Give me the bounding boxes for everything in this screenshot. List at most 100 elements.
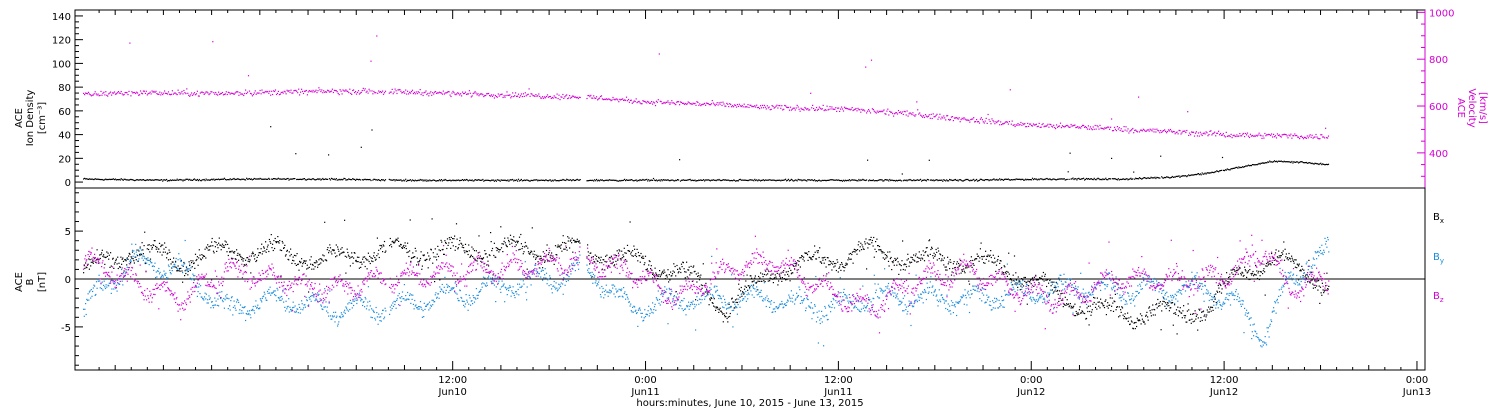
data-point bbox=[1074, 124, 1076, 126]
data-point bbox=[1202, 310, 1205, 312]
data-point bbox=[479, 93, 481, 95]
data-point bbox=[544, 180, 546, 182]
data-point bbox=[1117, 178, 1119, 180]
data-point bbox=[1023, 124, 1025, 126]
data-point bbox=[286, 89, 288, 91]
data-point bbox=[884, 258, 886, 260]
data-point bbox=[1263, 137, 1265, 139]
data-point bbox=[764, 281, 766, 283]
data-point bbox=[157, 179, 159, 181]
data-point bbox=[1192, 131, 1195, 133]
data-point bbox=[620, 99, 622, 101]
data-point bbox=[979, 178, 981, 180]
data-point bbox=[854, 179, 856, 181]
data-point bbox=[95, 93, 97, 95]
data-point bbox=[630, 99, 632, 101]
data-point bbox=[315, 179, 317, 181]
data-point bbox=[254, 90, 256, 92]
data-point bbox=[191, 92, 193, 94]
data-point bbox=[540, 97, 542, 99]
data-point bbox=[103, 254, 105, 256]
data-point bbox=[344, 178, 346, 180]
data-point bbox=[1101, 302, 1103, 304]
data-point bbox=[1084, 178, 1087, 180]
data-point bbox=[1141, 315, 1143, 317]
data-point bbox=[1187, 175, 1189, 177]
data-point bbox=[172, 93, 174, 95]
data-point bbox=[199, 254, 201, 256]
data-point bbox=[518, 249, 520, 251]
data-point bbox=[447, 91, 449, 93]
data-point bbox=[748, 285, 750, 287]
data-point bbox=[1237, 135, 1239, 137]
data-point bbox=[369, 255, 371, 257]
data-point bbox=[1117, 283, 1119, 285]
data-point bbox=[1050, 285, 1052, 287]
data-point bbox=[313, 178, 315, 180]
data-point bbox=[994, 123, 996, 125]
data-point bbox=[596, 255, 598, 257]
data-point bbox=[370, 179, 372, 182]
data-point bbox=[167, 259, 170, 261]
data-point bbox=[1191, 174, 1193, 176]
data-point bbox=[394, 240, 396, 242]
data-point bbox=[1251, 134, 1253, 137]
data-point bbox=[733, 179, 735, 181]
data-point bbox=[1071, 125, 1073, 127]
data-point bbox=[165, 92, 167, 94]
data-point bbox=[1100, 178, 1102, 180]
data-point bbox=[289, 178, 291, 180]
data-point bbox=[376, 35, 378, 37]
data-point bbox=[574, 241, 576, 243]
data-point bbox=[1145, 177, 1147, 180]
data-point bbox=[826, 273, 828, 275]
data-point bbox=[435, 91, 437, 93]
data-point bbox=[83, 92, 85, 94]
data-point bbox=[695, 104, 697, 106]
data-point bbox=[737, 294, 739, 296]
data-point bbox=[463, 250, 465, 252]
data-point bbox=[745, 106, 747, 108]
data-point bbox=[343, 90, 345, 92]
data-point bbox=[761, 273, 764, 275]
data-point bbox=[1098, 301, 1100, 303]
data-point bbox=[223, 244, 225, 247]
data-point bbox=[513, 96, 515, 98]
data-point bbox=[682, 262, 684, 264]
data-point bbox=[869, 112, 872, 114]
data-point bbox=[637, 179, 639, 181]
data-point bbox=[693, 271, 695, 273]
data-point bbox=[501, 243, 503, 245]
data-point bbox=[1210, 130, 1212, 132]
data-point bbox=[558, 180, 560, 182]
data-point bbox=[924, 251, 926, 254]
data-point bbox=[137, 255, 139, 257]
data-point bbox=[786, 106, 788, 108]
data-point bbox=[543, 179, 545, 181]
data-point bbox=[254, 254, 256, 256]
data-point bbox=[814, 179, 816, 181]
data-point bbox=[803, 179, 805, 181]
data-point bbox=[891, 111, 893, 113]
data-point bbox=[397, 237, 399, 239]
data-point bbox=[625, 96, 628, 98]
data-point bbox=[341, 93, 343, 95]
data-point bbox=[293, 178, 295, 180]
data-point bbox=[116, 263, 118, 265]
data-point bbox=[1304, 276, 1306, 278]
data-point bbox=[216, 244, 218, 246]
data-point bbox=[1178, 129, 1180, 131]
data-point bbox=[1148, 306, 1151, 308]
data-point bbox=[1292, 259, 1294, 261]
data-point bbox=[206, 179, 208, 181]
data-point bbox=[505, 94, 507, 97]
data-point bbox=[1247, 164, 1250, 166]
data-point bbox=[477, 252, 479, 254]
data-point bbox=[402, 180, 404, 182]
data-point bbox=[417, 261, 419, 263]
data-point bbox=[1246, 165, 1249, 167]
data-point bbox=[786, 180, 788, 182]
data-point bbox=[428, 180, 430, 182]
data-point bbox=[106, 179, 108, 181]
data-point bbox=[972, 263, 974, 265]
